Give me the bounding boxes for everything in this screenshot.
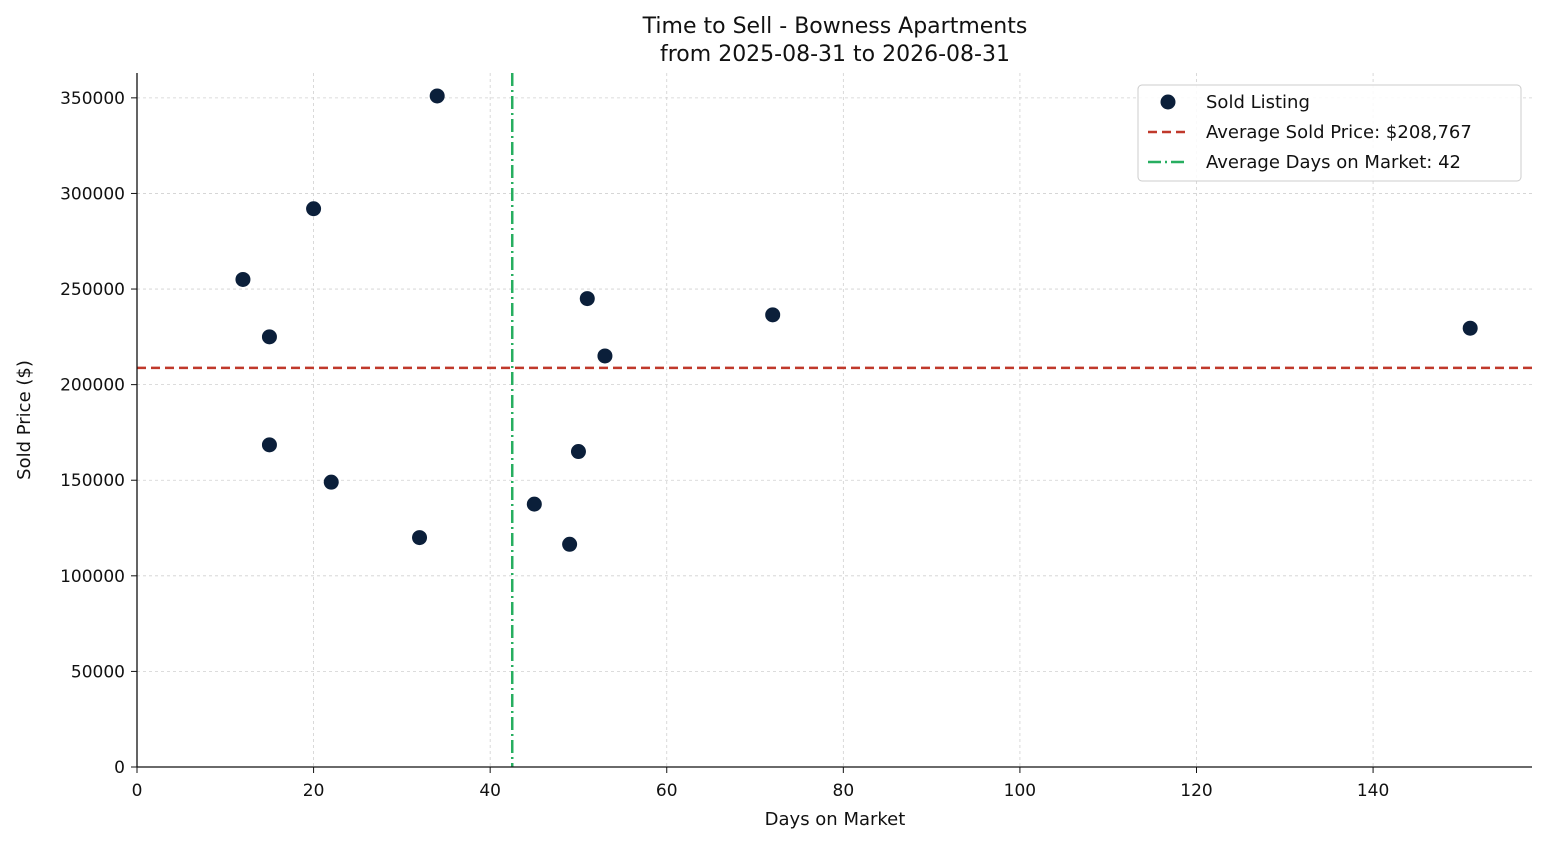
legend-marker-sold-listing bbox=[1160, 94, 1176, 110]
legend-label-avg-days: Average Days on Market: 42 bbox=[1206, 152, 1461, 173]
data-point bbox=[261, 329, 277, 345]
tick-labels: 0 20 40 60 80 100 120 140 0 50000 100000 150000 2000… bbox=[60, 89, 1389, 801]
chart-subtitle: from 2025-08-31 to 2026-08-31 bbox=[660, 42, 1010, 67]
data-point bbox=[526, 496, 542, 512]
x-tick-label: 140 bbox=[1357, 781, 1389, 801]
reference-lines bbox=[137, 73, 1532, 767]
data-point bbox=[261, 437, 277, 453]
data-point bbox=[562, 536, 578, 552]
legend: Sold Listing Average Sold Price: $208,76… bbox=[1137, 84, 1522, 182]
data-point bbox=[765, 307, 781, 323]
y-tick-label: 300000 bbox=[60, 184, 125, 204]
x-tick-label: 0 bbox=[132, 781, 143, 801]
y-tick-label: 50000 bbox=[71, 662, 125, 682]
legend-label-avg-price: Average Sold Price: $208,767 bbox=[1206, 122, 1472, 143]
x-tick-label: 20 bbox=[303, 781, 325, 801]
x-tick-label: 60 bbox=[656, 781, 678, 801]
data-point bbox=[235, 271, 251, 287]
data-point bbox=[323, 474, 339, 490]
legend-label-sold-listing: Sold Listing bbox=[1206, 92, 1310, 113]
y-tick-label: 100000 bbox=[60, 567, 125, 587]
data-point bbox=[306, 201, 322, 217]
y-axis-title: Sold Price ($) bbox=[14, 360, 35, 480]
data-point bbox=[579, 291, 595, 307]
x-tick-label: 120 bbox=[1180, 781, 1212, 801]
data-point bbox=[597, 348, 613, 364]
data-point bbox=[1462, 320, 1478, 336]
y-tick-label: 200000 bbox=[60, 376, 125, 396]
grid bbox=[137, 73, 1532, 767]
y-tick-label: 250000 bbox=[60, 280, 125, 300]
y-tick-label: 350000 bbox=[60, 89, 125, 109]
x-tick-label: 100 bbox=[1004, 781, 1036, 801]
x-tick-label: 40 bbox=[479, 781, 501, 801]
data-point bbox=[429, 88, 445, 104]
chart-title: Time to Sell - Bowness Apartments bbox=[642, 14, 1028, 39]
y-tick-label: 150000 bbox=[60, 471, 125, 491]
data-point bbox=[570, 444, 586, 460]
x-axis-title: Days on Market bbox=[765, 809, 906, 830]
y-tick-label: 0 bbox=[114, 758, 125, 778]
scatter-points bbox=[235, 88, 1478, 552]
data-point bbox=[412, 530, 428, 546]
x-tick-label: 80 bbox=[833, 781, 855, 801]
axes bbox=[131, 73, 1532, 773]
legend-box bbox=[1137, 84, 1522, 182]
